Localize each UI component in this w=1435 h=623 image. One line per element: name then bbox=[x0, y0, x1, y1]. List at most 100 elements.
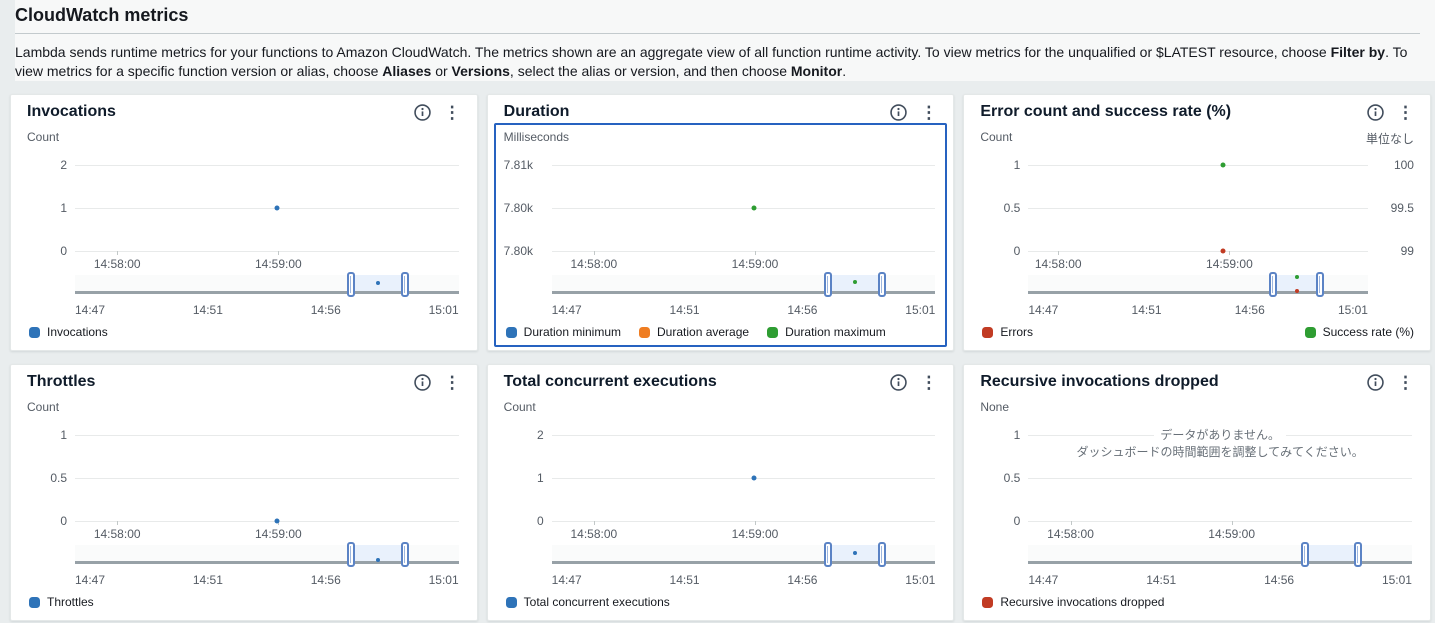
y-axis-unit: None bbox=[980, 400, 1010, 414]
plot-area[interactable]: 2 1 0 14:58:00 14:59:00 bbox=[27, 158, 461, 271]
gridline bbox=[1028, 251, 1368, 252]
brush-time-label: 15:01 bbox=[1381, 573, 1412, 587]
legend: Invocations bbox=[27, 325, 461, 339]
panel-menu-icon[interactable]: ⋮ bbox=[920, 102, 938, 122]
brush-time-label: 14:51 bbox=[192, 303, 223, 317]
brush-time-label: 14:51 bbox=[669, 303, 700, 317]
legend: Duration minimum Duration average Durati… bbox=[504, 325, 938, 339]
brush-selection[interactable] bbox=[1304, 545, 1359, 561]
legend: Total concurrent executions bbox=[504, 595, 938, 609]
y-tick: 0.5 bbox=[50, 471, 67, 485]
panel-menu-icon[interactable]: ⋮ bbox=[443, 102, 461, 122]
brush-time-label: 14:47 bbox=[75, 573, 106, 587]
plot-area[interactable]: 1 0.5 0 14:58:00 14:59:00 bbox=[27, 428, 461, 541]
brush-time-label: 14:47 bbox=[1028, 303, 1059, 317]
plot-area[interactable]: 1 0.5 0 データがありません。 ダッシュボードの時間範囲を調整してみてくだ… bbox=[980, 428, 1414, 541]
legend-item[interactable]: Total concurrent executions bbox=[505, 595, 670, 609]
gridline bbox=[75, 478, 459, 479]
data-point bbox=[274, 518, 280, 524]
legend-item[interactable]: Errors bbox=[982, 325, 1033, 339]
legend-item[interactable]: Invocations bbox=[29, 325, 108, 339]
gridline bbox=[1028, 521, 1412, 522]
x-tick-mark bbox=[593, 251, 595, 255]
y-tick: 7.81k bbox=[503, 158, 534, 172]
gridline bbox=[551, 521, 936, 522]
brush-time-label: 14:47 bbox=[551, 303, 582, 317]
data-point bbox=[1220, 248, 1226, 254]
info-icon[interactable] bbox=[890, 103, 908, 121]
time-range-brush[interactable] bbox=[75, 272, 459, 297]
data-point bbox=[1220, 162, 1226, 168]
brush-handle[interactable] bbox=[400, 542, 409, 567]
brush-selection[interactable] bbox=[351, 545, 405, 561]
gridline bbox=[551, 478, 936, 479]
brush-handle[interactable] bbox=[1268, 272, 1277, 297]
time-range-brush[interactable] bbox=[1028, 542, 1412, 567]
x-tick-label: 14:59:00 bbox=[254, 527, 302, 541]
brush-labels: 14:47 14:51 14:56 15:01 bbox=[75, 303, 459, 317]
legend-label: Duration minimum bbox=[523, 325, 622, 339]
y-tick: 7.80k bbox=[503, 201, 534, 215]
y-tick: 1 bbox=[1013, 428, 1021, 442]
brush-time-label: 15:01 bbox=[905, 303, 936, 317]
x-tick-label: 14:59:00 bbox=[1206, 257, 1253, 271]
chart-panel-duration: Duration ⋮ Milliseconds 7.81k 7.80k 7.80… bbox=[486, 94, 955, 351]
brush-time-label: 14:56 bbox=[787, 573, 818, 587]
plot-area[interactable]: 1 0.5 0 100 99.5 99 14:58:00 14:59:00 bbox=[980, 158, 1414, 271]
brush-data-point bbox=[1294, 288, 1299, 293]
brush-handle[interactable] bbox=[347, 542, 356, 567]
legend-label: Errors bbox=[1000, 325, 1033, 339]
legend-item[interactable]: Duration maximum bbox=[767, 325, 886, 339]
legend-item[interactable]: Throttles bbox=[29, 595, 94, 609]
time-range-brush[interactable] bbox=[551, 272, 936, 297]
x-tick-mark bbox=[1229, 251, 1231, 255]
panel-menu-icon[interactable]: ⋮ bbox=[443, 372, 461, 392]
y-axis-unit: Count bbox=[503, 400, 536, 414]
x-tick-mark bbox=[1070, 521, 1072, 525]
time-range-brush[interactable] bbox=[1028, 272, 1368, 297]
y-tick: 1 bbox=[60, 428, 67, 442]
chart-area: Count 2 1 0 14:58:00 14:59:00 14:47 14:51… bbox=[494, 393, 948, 617]
info-icon[interactable] bbox=[413, 373, 431, 391]
brush-handle[interactable] bbox=[823, 272, 832, 297]
info-icon[interactable] bbox=[413, 103, 431, 121]
time-range-brush[interactable] bbox=[75, 542, 459, 567]
brush-handle[interactable] bbox=[877, 272, 886, 297]
plot-area[interactable]: 2 1 0 14:58:00 14:59:00 bbox=[504, 428, 938, 541]
brush-handle[interactable] bbox=[347, 272, 356, 297]
brush-handle[interactable] bbox=[400, 272, 409, 297]
panel-menu-icon[interactable]: ⋮ bbox=[920, 372, 938, 392]
panel-menu-icon[interactable]: ⋮ bbox=[1396, 372, 1414, 392]
legend-item[interactable]: Duration average bbox=[639, 325, 749, 339]
legend-swatch bbox=[505, 596, 517, 608]
legend-item[interactable]: Duration minimum bbox=[505, 325, 622, 339]
panel-menu-icon[interactable]: ⋮ bbox=[1396, 102, 1414, 122]
time-range-brush[interactable] bbox=[551, 542, 936, 567]
info-icon[interactable] bbox=[890, 373, 908, 391]
gridline bbox=[551, 251, 936, 252]
brush-labels: 14:47 14:51 14:56 15:01 bbox=[552, 303, 936, 317]
brush-handle[interactable] bbox=[1300, 542, 1309, 567]
brush-handle[interactable] bbox=[1354, 542, 1363, 567]
legend-item[interactable]: Success rate (%) bbox=[1304, 325, 1414, 339]
y-tick: 0.5 bbox=[1003, 201, 1021, 215]
brush-handle[interactable] bbox=[877, 542, 886, 567]
x-tick-label: 14:58:00 bbox=[93, 527, 141, 541]
panel-title: Throttles bbox=[27, 373, 96, 390]
brush-labels: 14:47 14:51 14:56 15:01 bbox=[1028, 303, 1368, 317]
x-tick-label: 14:58:00 bbox=[570, 257, 618, 271]
gridline bbox=[1028, 208, 1368, 209]
info-icon[interactable] bbox=[1367, 373, 1384, 391]
brush-handle[interactable] bbox=[823, 542, 832, 567]
panel-title: Invocations bbox=[27, 103, 116, 120]
x-tick-mark bbox=[755, 251, 756, 255]
x-tick-label: 14:59:00 bbox=[254, 257, 302, 271]
plot-area[interactable]: 7.81k 7.80k 7.80k 14:58:00 14:59:00 bbox=[503, 158, 938, 271]
legend-item[interactable]: Recursive invocations dropped bbox=[982, 595, 1164, 609]
brush-data-point bbox=[852, 280, 857, 285]
legend-swatch bbox=[982, 596, 994, 608]
y-axis-unit-right: 単位なし bbox=[1365, 132, 1414, 146]
brush-handle[interactable] bbox=[1316, 272, 1325, 297]
brush-selection[interactable] bbox=[1272, 275, 1321, 291]
info-icon[interactable] bbox=[1367, 103, 1384, 121]
